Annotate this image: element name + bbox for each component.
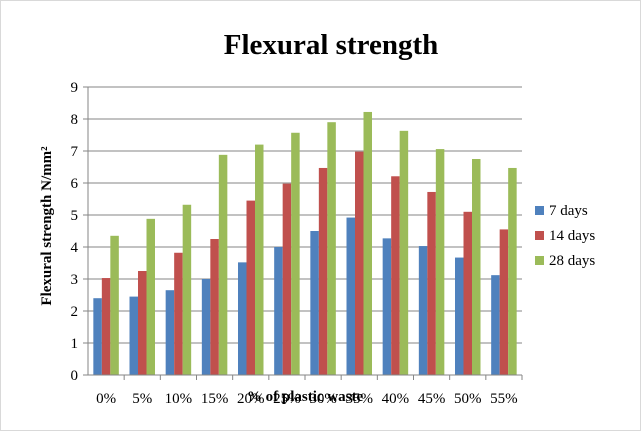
bar-14-days-20pct — [246, 200, 255, 375]
bar-28-days-0pct — [110, 235, 119, 375]
y-axis-label: Flexural strength N/mm² — [39, 146, 55, 306]
bar-14-days-5pct — [138, 271, 147, 375]
y-tick-label: 3 — [71, 272, 79, 288]
bars — [93, 111, 517, 376]
bar-28-days-15pct — [218, 154, 228, 375]
y-tick-label: 4 — [71, 240, 79, 256]
bar-14-days-50pct — [463, 211, 472, 375]
bar-7-days-20pct — [238, 262, 247, 375]
bar-28-days-55pct — [508, 167, 517, 375]
bar-14-days-40pct — [391, 176, 400, 375]
legend: 7 days 14 days 28 days — [535, 203, 595, 269]
bar-14-days-25pct — [282, 183, 292, 375]
bar-14-days-30pct — [318, 167, 328, 375]
bar-28-days-10pct — [182, 204, 192, 375]
y-tick-label: 8 — [71, 112, 79, 128]
bar-14-days-45pct — [427, 191, 436, 375]
bar-7-days-40pct — [382, 238, 392, 375]
x-tick-label: 15% — [201, 391, 229, 407]
bar-28-days-25pct — [291, 132, 300, 375]
x-tick-label: 40% — [382, 391, 410, 407]
tick-labels: 0 1 2 3 4 5 6 7 8 9 0% 5% 10% 15% 20% 25% 30% 35% 40% 45% 50… — [71, 80, 518, 407]
bar-7-days-15pct — [201, 279, 211, 375]
bar-28-days-5pct — [146, 218, 155, 375]
x-tick-label: 35% — [346, 391, 374, 407]
x-tick-label: 5% — [132, 391, 152, 407]
y-tick-label: 0 — [71, 368, 79, 384]
bar-7-days-45pct — [418, 246, 428, 375]
bar-7-days-5pct — [129, 296, 138, 375]
bar-7-days-0pct — [93, 298, 102, 375]
legend-swatch-7-days — [535, 206, 544, 215]
bar-7-days-30pct — [310, 231, 319, 375]
bar-28-days-35pct — [363, 111, 372, 376]
y-tick-label: 2 — [71, 304, 79, 320]
bar-7-days-55pct — [491, 275, 500, 375]
bar-14-days-0pct — [101, 278, 111, 375]
y-tick-label: 6 — [71, 176, 79, 192]
bar-14-days-55pct — [499, 229, 509, 375]
y-tick-label: 5 — [71, 208, 79, 224]
bar-28-days-50pct — [472, 159, 481, 375]
y-tick-label: 1 — [71, 336, 79, 352]
x-tick-label: 45% — [418, 391, 446, 407]
bar-7-days-35pct — [346, 217, 355, 375]
bar-14-days-35pct — [355, 151, 364, 375]
bar-7-days-25pct — [274, 247, 283, 375]
x-tick-label: 10% — [165, 391, 193, 407]
legend-label-28-days: 28 days — [549, 253, 595, 269]
x-tick-label: 50% — [454, 391, 482, 407]
x-axis-label: % of plastic waste — [247, 389, 364, 405]
bar-28-days-40pct — [399, 130, 409, 375]
bar-7-days-50pct — [455, 257, 464, 375]
chart-title: Flexural strength — [224, 29, 439, 61]
x-tick-label: 0% — [96, 391, 116, 407]
legend-label-14-days: 14 days — [549, 228, 595, 244]
x-tick-label: 55% — [490, 391, 518, 407]
bar-14-days-10pct — [174, 252, 183, 375]
bar-7-days-10pct — [165, 290, 175, 375]
legend-swatch-14-days — [535, 231, 544, 240]
legend-label-7-days: 7 days — [549, 203, 588, 219]
legend-swatch-28-days — [535, 256, 544, 265]
bar-28-days-30pct — [327, 122, 336, 375]
bar-14-days-15pct — [210, 239, 219, 375]
x-tick-label: 25% — [273, 391, 301, 407]
y-tick-label: 7 — [71, 144, 79, 160]
axes — [83, 86, 523, 380]
y-tick-label: 9 — [71, 80, 79, 96]
bar-28-days-20pct — [255, 144, 264, 375]
x-tick-label: 30% — [309, 391, 337, 407]
bar-28-days-45pct — [435, 149, 445, 375]
x-tick-label: 20% — [237, 391, 265, 407]
gridlines — [88, 86, 522, 344]
